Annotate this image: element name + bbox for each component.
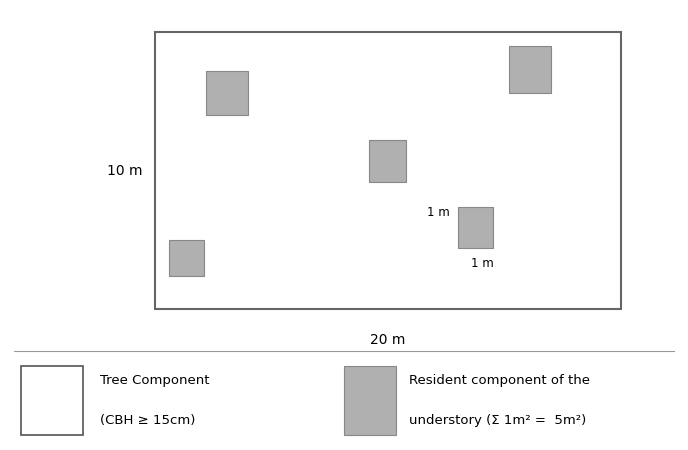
Text: understory (Σ 1m² =  5m²): understory (Σ 1m² = 5m²) (409, 414, 587, 427)
Text: Resident component of the: Resident component of the (409, 374, 590, 387)
Text: 10 m: 10 m (107, 164, 142, 178)
Bar (509, 46, 551, 93)
FancyBboxPatch shape (155, 32, 621, 310)
Text: 1 m: 1 m (471, 256, 493, 270)
Bar (344, 366, 396, 435)
Text: (CBH ≥ 15cm): (CBH ≥ 15cm) (100, 414, 195, 427)
Bar (21, 366, 83, 435)
Text: 1 m: 1 m (427, 206, 449, 219)
Text: 20 m: 20 m (370, 333, 405, 347)
Bar (206, 71, 248, 115)
Bar (458, 207, 493, 248)
Text: Tree Component: Tree Component (100, 374, 209, 387)
Bar (369, 140, 407, 182)
Bar (169, 240, 204, 276)
